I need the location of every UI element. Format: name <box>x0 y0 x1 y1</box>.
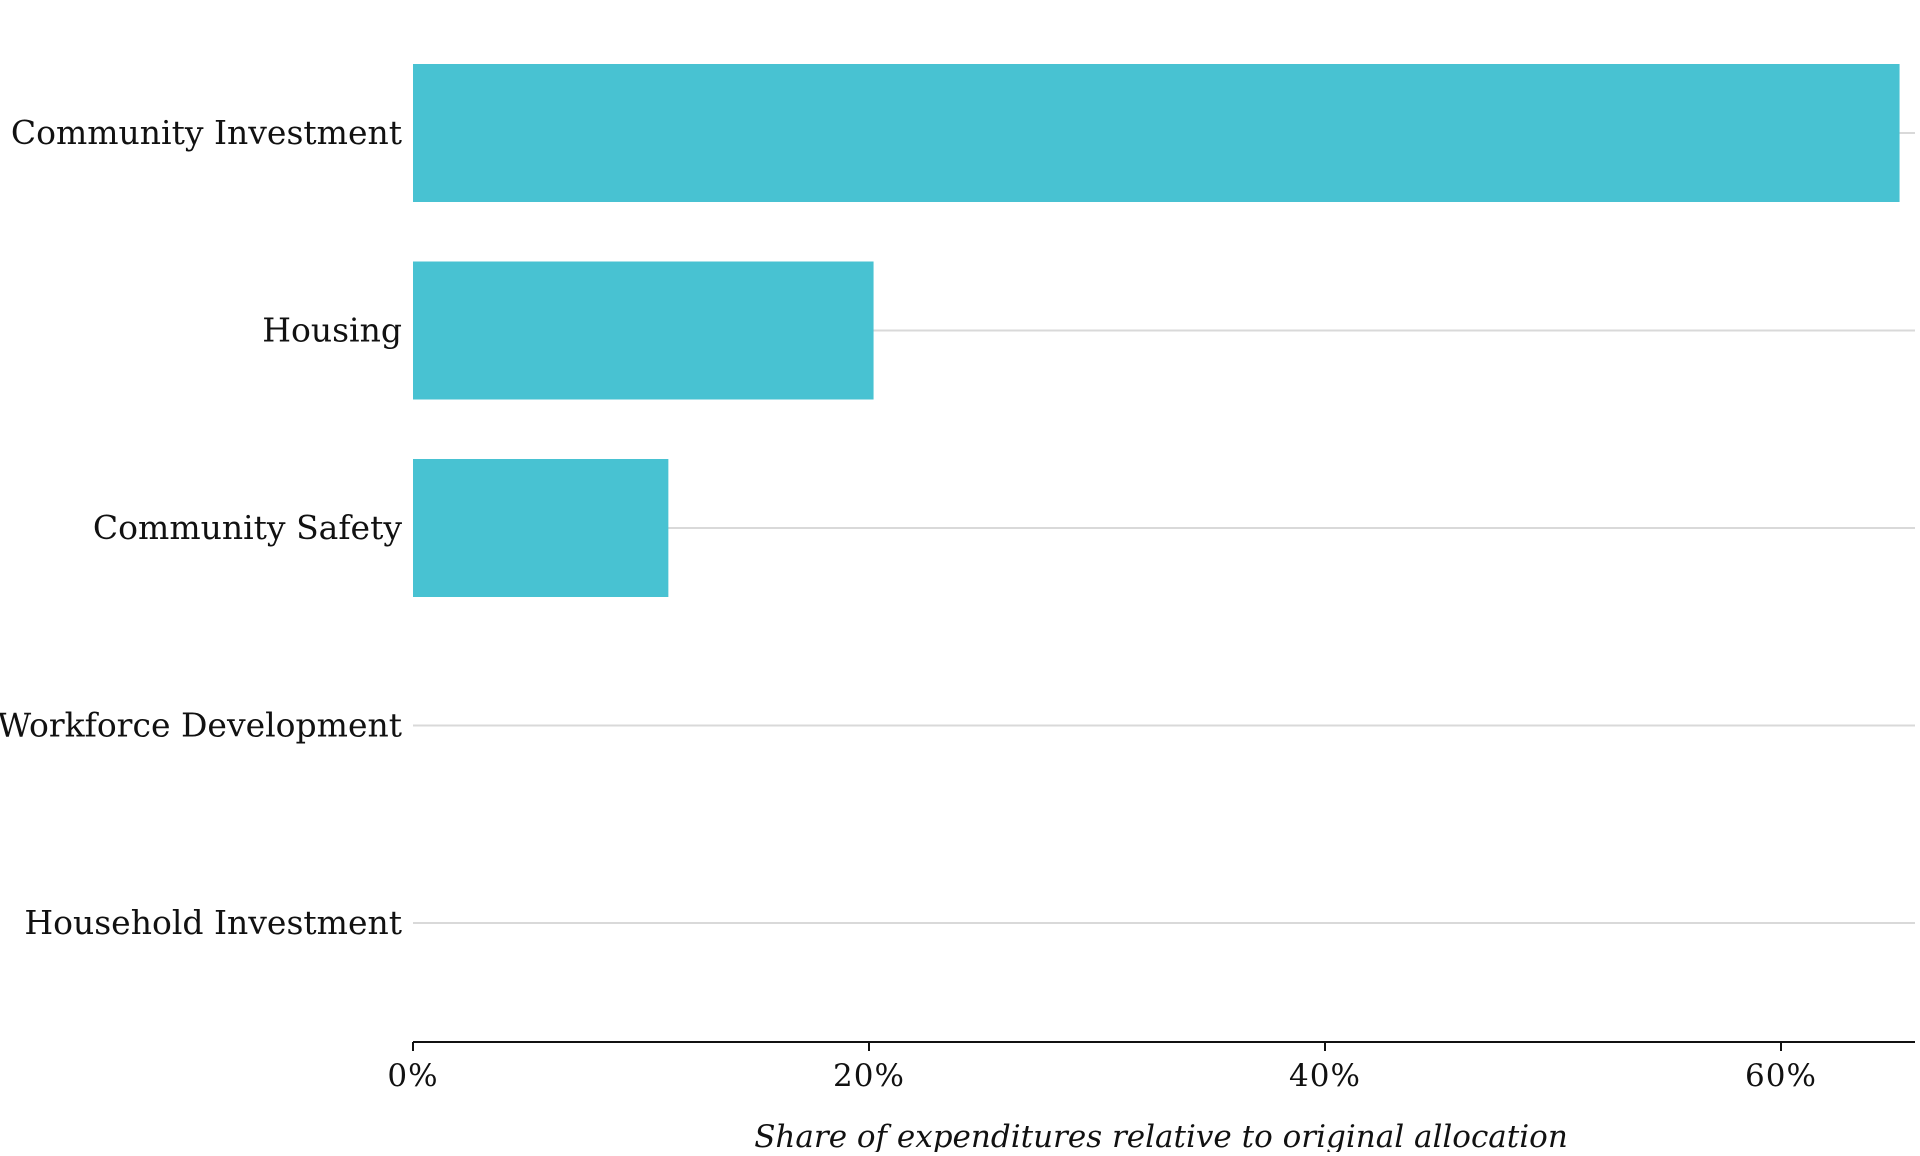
x-tick-label: 60% <box>1745 1058 1817 1094</box>
category-label-community-investment: Community Investment <box>11 113 402 152</box>
category-label-community-safety: Community Safety <box>93 508 402 547</box>
category-label-housing: Housing <box>262 311 402 350</box>
x-tick-label: 20% <box>833 1058 905 1094</box>
bar-community-safety <box>413 459 669 597</box>
x-tick-label: 40% <box>1289 1058 1361 1094</box>
bars <box>413 64 1900 597</box>
x-axis-title: Share of expenditures relative to origin… <box>754 1119 1568 1152</box>
bar-community-investment <box>413 64 1900 202</box>
x-axis: 0% 20% 40% 60% <box>387 1041 1915 1094</box>
bar-housing <box>413 261 874 400</box>
category-label-workforce-development: Workforce Development <box>0 706 402 745</box>
x-tick-label: 0% <box>387 1058 438 1094</box>
category-label-household-investment: Household Investment <box>24 903 402 942</box>
category-labels: Community Investment Housing Community Saf… <box>0 113 402 942</box>
